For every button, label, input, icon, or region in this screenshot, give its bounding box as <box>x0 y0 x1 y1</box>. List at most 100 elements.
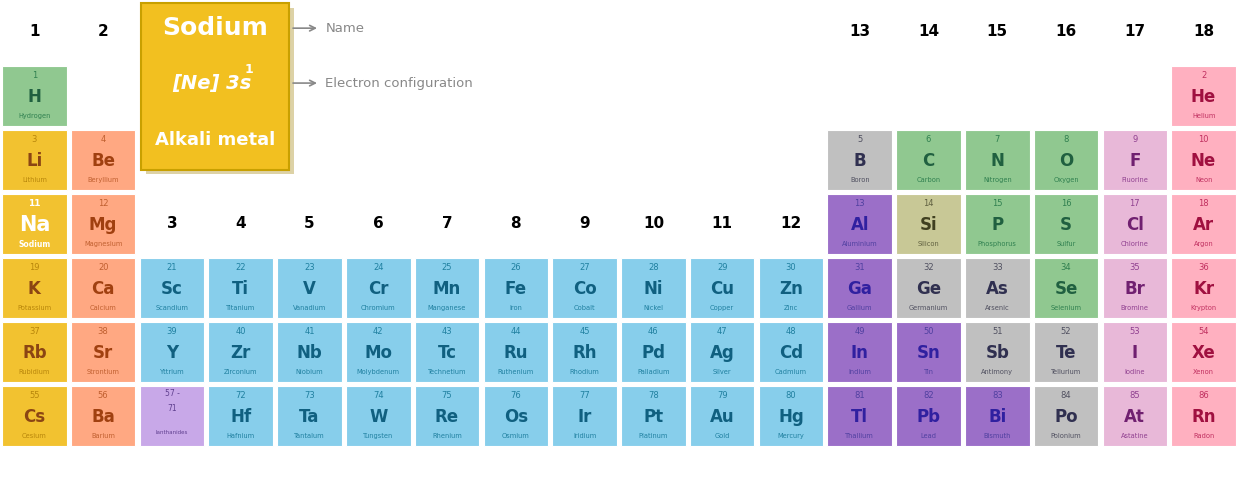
FancyBboxPatch shape <box>896 130 961 190</box>
Text: Indium: Indium <box>848 370 872 375</box>
FancyBboxPatch shape <box>621 258 686 318</box>
FancyBboxPatch shape <box>827 258 893 318</box>
Text: 34: 34 <box>1061 263 1071 272</box>
Text: Oxygen: Oxygen <box>1054 178 1078 183</box>
FancyBboxPatch shape <box>964 130 1030 190</box>
Text: In: In <box>851 344 869 362</box>
Text: K: K <box>28 280 41 298</box>
Text: Zirconium: Zirconium <box>224 370 258 375</box>
Text: Phosphorus: Phosphorus <box>978 241 1016 248</box>
Text: 44: 44 <box>510 327 521 336</box>
Text: Nitrogen: Nitrogen <box>983 178 1011 183</box>
Text: 11: 11 <box>712 216 733 231</box>
Text: Ni: Ni <box>644 280 664 298</box>
Text: 71: 71 <box>167 404 177 413</box>
Text: Argon: Argon <box>1193 241 1213 248</box>
Text: Ca: Ca <box>92 280 115 298</box>
Text: Ta: Ta <box>300 408 319 426</box>
Text: N: N <box>990 152 1004 170</box>
FancyBboxPatch shape <box>345 386 411 446</box>
Text: 18: 18 <box>1198 199 1210 208</box>
Text: 14: 14 <box>924 199 933 208</box>
Text: Bromine: Bromine <box>1120 305 1149 312</box>
Text: Nickel: Nickel <box>644 305 664 312</box>
Text: Tl: Tl <box>852 408 868 426</box>
Text: Lithium: Lithium <box>22 178 47 183</box>
Text: 1: 1 <box>245 63 254 76</box>
Text: Name: Name <box>326 22 364 35</box>
Text: 31: 31 <box>854 263 865 272</box>
Text: 6: 6 <box>373 216 384 231</box>
Text: Ir: Ir <box>577 408 592 426</box>
FancyBboxPatch shape <box>415 386 479 446</box>
Text: Rh: Rh <box>572 344 597 362</box>
Text: Rhenium: Rhenium <box>432 433 462 440</box>
FancyBboxPatch shape <box>71 194 135 254</box>
Text: Neon: Neon <box>1195 178 1212 183</box>
Text: 55: 55 <box>30 391 40 400</box>
Text: Tc: Tc <box>437 344 457 362</box>
Text: Manganese: Manganese <box>428 305 467 312</box>
Text: Copper: Copper <box>711 305 734 312</box>
Text: Helium: Helium <box>1192 113 1216 120</box>
Text: Po: Po <box>1055 408 1078 426</box>
Text: 56: 56 <box>98 391 109 400</box>
Text: Cobalt: Cobalt <box>573 305 595 312</box>
Text: Antimony: Antimony <box>982 370 1013 375</box>
FancyBboxPatch shape <box>690 258 754 318</box>
FancyBboxPatch shape <box>827 194 893 254</box>
Text: Ag: Ag <box>709 344 734 362</box>
Text: 25: 25 <box>442 263 452 272</box>
Text: Platinum: Platinum <box>639 433 669 440</box>
Text: 32: 32 <box>924 263 933 272</box>
Text: Ar: Ar <box>1193 216 1214 234</box>
Text: Hafnium: Hafnium <box>227 433 255 440</box>
FancyBboxPatch shape <box>759 386 823 446</box>
FancyBboxPatch shape <box>415 322 479 382</box>
FancyBboxPatch shape <box>964 258 1030 318</box>
Text: Tungsten: Tungsten <box>363 433 394 440</box>
Text: 78: 78 <box>647 391 659 400</box>
Text: 29: 29 <box>717 263 728 272</box>
Text: Tellurium: Tellurium <box>1051 370 1081 375</box>
Text: 23: 23 <box>305 263 314 272</box>
Text: Boron: Boron <box>851 178 869 183</box>
Text: 79: 79 <box>717 391 728 400</box>
FancyBboxPatch shape <box>1171 66 1236 126</box>
Text: 40: 40 <box>235 327 246 336</box>
FancyBboxPatch shape <box>827 130 893 190</box>
FancyBboxPatch shape <box>1171 258 1236 318</box>
FancyBboxPatch shape <box>71 386 135 446</box>
Text: Vanadium: Vanadium <box>293 305 326 312</box>
FancyBboxPatch shape <box>621 386 686 446</box>
Text: Barium: Barium <box>92 433 115 440</box>
FancyBboxPatch shape <box>484 386 548 446</box>
Text: Zn: Zn <box>779 280 803 298</box>
FancyBboxPatch shape <box>2 130 67 190</box>
Text: 19: 19 <box>30 263 40 272</box>
FancyBboxPatch shape <box>140 386 204 446</box>
Text: 2: 2 <box>1201 71 1206 80</box>
FancyBboxPatch shape <box>2 322 67 382</box>
Text: 9: 9 <box>579 216 591 231</box>
Text: 22: 22 <box>235 263 246 272</box>
Text: Pd: Pd <box>641 344 665 362</box>
Text: Strontium: Strontium <box>87 370 120 375</box>
FancyBboxPatch shape <box>71 258 135 318</box>
Text: Li: Li <box>26 152 42 170</box>
Text: 5: 5 <box>857 135 863 144</box>
Text: Iodine: Iodine <box>1124 370 1145 375</box>
Text: 2: 2 <box>98 24 109 39</box>
Text: Sr: Sr <box>93 344 114 362</box>
Text: 10: 10 <box>643 216 664 231</box>
Text: Os: Os <box>504 408 527 426</box>
Text: At: At <box>1124 408 1145 426</box>
Text: [Ne] 3s: [Ne] 3s <box>172 73 251 93</box>
FancyBboxPatch shape <box>896 258 961 318</box>
Text: O: O <box>1058 152 1073 170</box>
Text: 17: 17 <box>1129 199 1140 208</box>
Text: 37: 37 <box>28 327 40 336</box>
Text: B: B <box>853 152 867 170</box>
Text: Krypton: Krypton <box>1191 305 1217 312</box>
Text: I: I <box>1132 344 1138 362</box>
